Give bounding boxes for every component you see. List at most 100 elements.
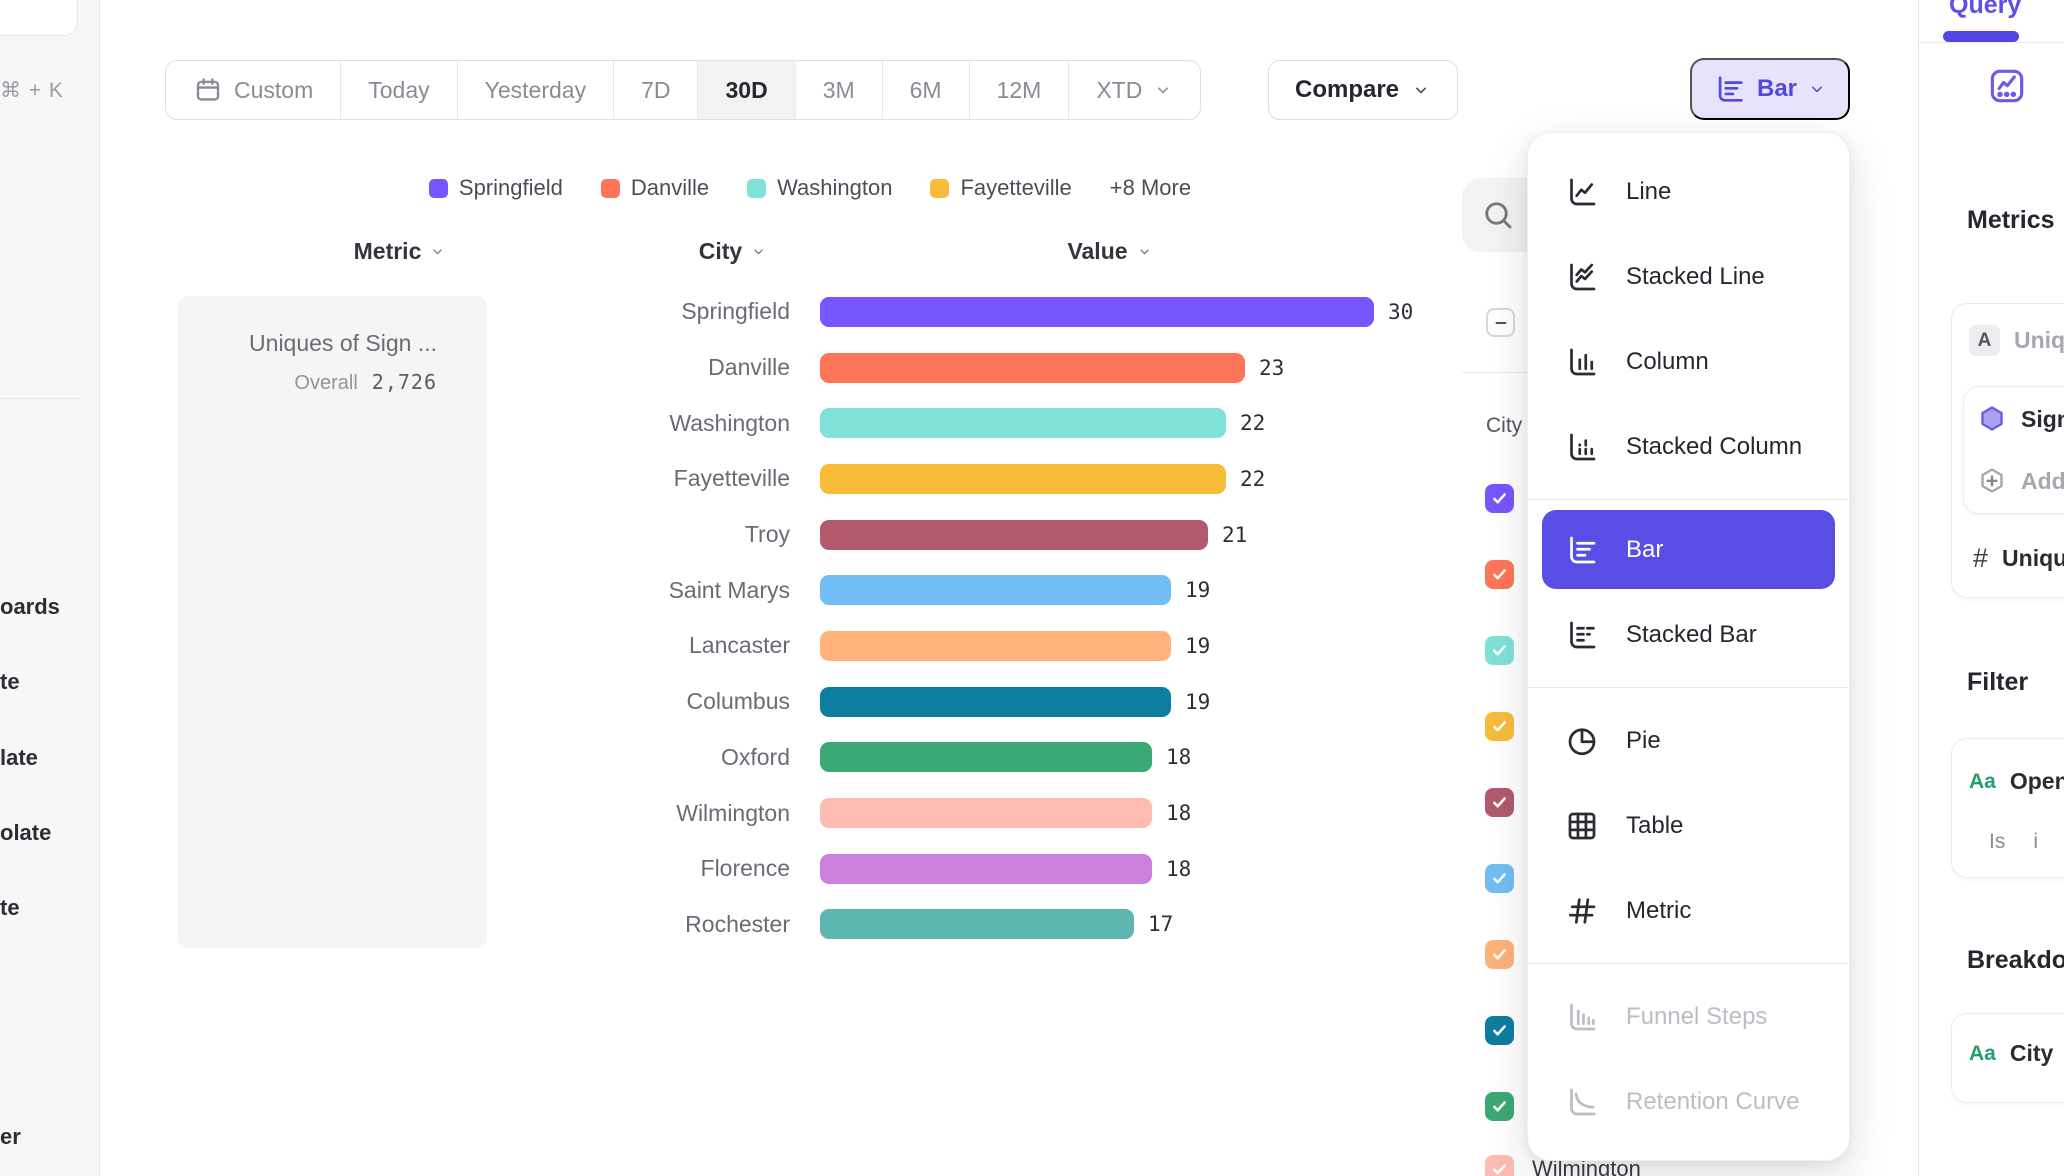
bar-segment[interactable] — [820, 853, 1152, 884]
filter-property-row[interactable]: Aa Open — [1969, 768, 2064, 794]
bar-segment[interactable] — [820, 463, 1226, 494]
add-hexagon-icon — [1977, 466, 2007, 496]
legend-swatch — [600, 178, 620, 198]
date-range-12m[interactable]: 12M — [968, 61, 1069, 119]
metric-letter-row[interactable]: A Uniques — [1969, 325, 2064, 356]
sidebar-item-partial[interactable]: oards — [0, 594, 60, 619]
city-checkbox[interactable] — [1485, 484, 1514, 513]
legend-item[interactable]: Fayetteville — [930, 175, 1072, 201]
chevron-down-icon — [1136, 243, 1153, 260]
search-shortcut-hint: ⌘ + K — [0, 79, 64, 102]
legend-item[interactable]: Washington — [747, 175, 892, 201]
chevron-down-icon — [1153, 80, 1173, 100]
city-checkbox[interactable] — [1485, 1016, 1514, 1045]
chart-type-option-line[interactable]: Line — [1528, 149, 1849, 234]
legend-swatch — [930, 178, 950, 198]
uniques-row[interactable]: # Uniques — [1973, 543, 2064, 573]
metric-overall-value: 2,726 — [371, 370, 437, 394]
city-checkbox[interactable] — [1485, 940, 1514, 969]
compare-button[interactable]: Compare — [1268, 60, 1459, 120]
breakdown-card — [1951, 1013, 2064, 1103]
stacked-column-chart-icon — [1564, 429, 1600, 465]
select-all-checkbox[interactable] — [1486, 308, 1515, 337]
bar-row: Oxford 18 — [135, 730, 1413, 786]
chart-type-option-stacked-bar[interactable]: Stacked Bar — [1528, 592, 1849, 677]
bar-segment[interactable] — [820, 798, 1152, 829]
chevron-down-icon — [429, 243, 446, 260]
metric-column-header[interactable]: Metric — [300, 238, 500, 265]
city-checkbox[interactable] — [1485, 788, 1514, 817]
date-range-today[interactable]: Today — [340, 61, 456, 119]
bar-segment[interactable] — [820, 519, 1208, 550]
sidebar-item-partial[interactable]: late — [0, 745, 38, 770]
chart-type-option-stacked-column[interactable]: Stacked Column — [1528, 404, 1849, 489]
check-icon — [1490, 793, 1509, 812]
city-column-header[interactable]: City — [633, 238, 833, 265]
filter-card — [1951, 738, 2064, 878]
city-checkbox[interactable] — [1485, 560, 1514, 589]
date-range-yesterday[interactable]: Yesterday — [456, 61, 613, 119]
date-range-7d[interactable]: 7D — [613, 61, 697, 119]
date-range-3m[interactable]: 3M — [794, 61, 882, 119]
bar-segment[interactable] — [820, 352, 1245, 383]
sidebar-item-partial[interactable]: er — [0, 1124, 21, 1149]
legend-item[interactable]: Springfield — [428, 175, 563, 201]
add-event-row[interactable]: Add — [1977, 466, 2064, 496]
filter-operator-row[interactable]: Is i — [1989, 830, 2039, 853]
date-range-xtd[interactable]: XTD — [1068, 61, 1200, 119]
bar-category-label: Florence — [700, 855, 790, 882]
city-checkbox[interactable] — [1485, 1092, 1514, 1121]
bar-segment[interactable] — [820, 630, 1171, 661]
chart-type-option-bar[interactable]: Bar — [1542, 510, 1835, 589]
search-icon — [1480, 197, 1516, 233]
bar-category-label: Springfield — [681, 298, 790, 325]
bar-segment[interactable] — [820, 575, 1171, 606]
chart-type-option-metric[interactable]: Metric — [1528, 868, 1849, 953]
bar-category-label: Oxford — [720, 743, 790, 770]
bar-value-label: 18 — [1166, 745, 1192, 770]
date-range-30d[interactable]: 30D — [697, 61, 795, 119]
bar-value-label: 22 — [1240, 411, 1266, 436]
breakdown-row[interactable]: Aa City — [1969, 1040, 2054, 1066]
stacked-line-chart-icon — [1564, 259, 1600, 295]
bar-value-label: 22 — [1240, 466, 1266, 491]
city-checkbox[interactable] — [1485, 712, 1514, 741]
chart-type-option-funnel-steps: Funnel Steps — [1528, 974, 1849, 1059]
date-range-6m[interactable]: 6M — [881, 61, 969, 119]
chart-type-option-pie[interactable]: Pie — [1528, 698, 1849, 783]
event-card — [1963, 386, 2064, 514]
bar-value-label: 19 — [1185, 689, 1211, 714]
bar-segment[interactable] — [820, 408, 1226, 439]
bar-segment[interactable] — [820, 909, 1134, 940]
sidebar-item-partial[interactable]: olate — [0, 820, 52, 845]
insights-chart-icon[interactable] — [1987, 66, 2027, 106]
date-range-custom[interactable]: Custom — [166, 61, 340, 119]
bar-category-label: Rochester — [685, 910, 790, 937]
bar-row: Columbus 19 — [135, 674, 1413, 730]
value-column-header[interactable]: Value — [1010, 238, 1210, 265]
bar-segment[interactable] — [820, 742, 1152, 773]
metric-card[interactable]: Uniques of Sign ... Overall 2,726 — [178, 296, 487, 948]
bar-segment[interactable] — [820, 296, 1374, 327]
bar-row: Fayetteville 22 — [135, 451, 1413, 507]
check-icon — [1490, 1097, 1509, 1116]
tab-query[interactable]: Query — [1949, 0, 2022, 19]
city-checkbox[interactable] — [1485, 864, 1514, 893]
chart-type-option-column[interactable]: Column — [1528, 319, 1849, 404]
event-row[interactable]: Sign — [1977, 404, 2064, 434]
bar-row: Florence 18 — [135, 841, 1413, 897]
chart-type-option-stacked-line[interactable]: Stacked Line — [1528, 234, 1849, 319]
chart-type-button[interactable]: Bar — [1690, 58, 1850, 120]
city-checkbox[interactable] — [1485, 1155, 1514, 1176]
calendar-icon — [193, 75, 223, 105]
chart-type-option-table[interactable]: Table — [1528, 783, 1849, 868]
event-hexagon-icon — [1977, 404, 2007, 434]
sidebar-item-partial[interactable]: te — [0, 895, 20, 920]
city-checkbox[interactable] — [1485, 636, 1514, 665]
global-search-input[interactable] — [0, 0, 78, 36]
bar-category-label: Fayetteville — [673, 465, 790, 492]
bar-segment[interactable] — [820, 686, 1171, 717]
legend-item[interactable]: Danville — [600, 175, 709, 201]
sidebar-item-partial[interactable]: te — [0, 669, 20, 694]
legend-more-button[interactable]: +8 More — [1109, 175, 1192, 200]
